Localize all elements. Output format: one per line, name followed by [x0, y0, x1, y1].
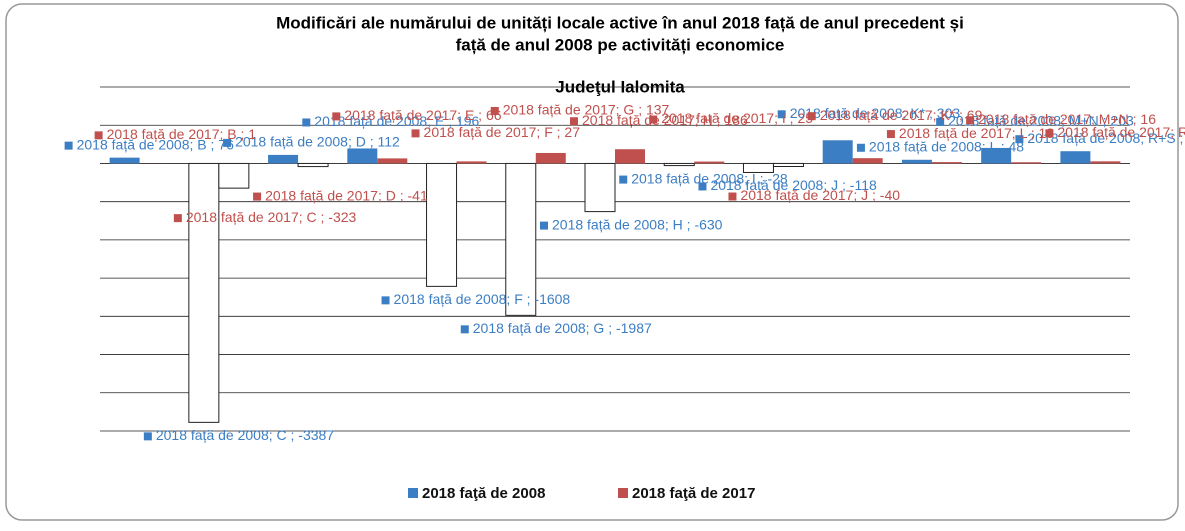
data-label: 2018 față de 2008; L ; 48 [869, 138, 1024, 154]
bar [189, 163, 219, 422]
legend-label: 2018 faţă de 2017 [632, 485, 755, 502]
legend-key [618, 488, 628, 498]
bar [773, 163, 803, 166]
label-key [857, 144, 865, 152]
bar [1090, 161, 1120, 163]
data-label: 2018 față de 2017; J ; -40 [740, 187, 900, 203]
bar [298, 163, 328, 166]
data-label: 2018 față de 2008; D ; 112 [235, 134, 400, 150]
chart-title: Modificări ale numărului de unități loca… [276, 13, 964, 32]
bar [823, 140, 853, 163]
data-label: 2018 față de 2017; D ; -41 [265, 187, 428, 203]
bar [427, 163, 457, 286]
label-key [808, 112, 816, 120]
label-key [174, 214, 182, 222]
bar [219, 163, 249, 188]
data-label: 2018 față de 2017; K* ; 69 [820, 107, 983, 123]
data-label: 2018 față de 2017; L ; 18 [899, 125, 1054, 141]
data-label: 2018 față de 2008; C ; -3387 [156, 427, 334, 443]
data-label: 2018 față de 2017; R+S ; 28 [1057, 124, 1185, 140]
data-label: 2018 față de 2017; I ; 25 [661, 110, 813, 126]
label-key [461, 325, 469, 333]
legend-key [408, 488, 418, 498]
data-label: 2018 față de 2008; F ; -1608 [394, 291, 571, 307]
label-key [728, 193, 736, 201]
label-key [1045, 129, 1053, 137]
label-key [382, 296, 390, 304]
data-label: 2018 față de 2017; E ; 66 [344, 107, 501, 123]
label-key [966, 116, 974, 124]
bar [110, 158, 140, 164]
bar [853, 158, 883, 163]
bar [536, 153, 566, 163]
bar [615, 149, 645, 163]
bar [377, 158, 407, 163]
bar [457, 161, 487, 163]
label-key [491, 107, 499, 115]
label-key [698, 182, 706, 190]
bar [694, 162, 724, 164]
bar [664, 163, 694, 165]
label-key [619, 176, 627, 184]
label-key [144, 432, 152, 440]
label-key [65, 142, 73, 150]
data-label: 2018 față de 2017; C ; -323 [186, 209, 357, 225]
label-key [302, 118, 310, 126]
label-key [570, 117, 578, 125]
label-key [253, 193, 261, 201]
data-label: 2018 față de 2008; G ; -1987 [473, 320, 652, 336]
bar [347, 148, 377, 163]
bar [902, 160, 932, 164]
bar [932, 162, 962, 163]
label-key [332, 112, 340, 120]
bar [268, 155, 298, 164]
label-key [540, 222, 548, 230]
bar [1060, 151, 1090, 163]
label-key [887, 130, 895, 138]
legend-label: 2018 faţă de 2008 [422, 485, 545, 502]
data-label: 2018 față de 2008; H ; -630 [552, 216, 723, 232]
label-key [649, 116, 657, 124]
label-key [412, 129, 420, 137]
data-label: 2018 față de 2017; F ; 27 [424, 124, 581, 140]
chart-title: față de anul 2008 pe activități economic… [456, 35, 785, 54]
data-label: 2018 față de 2017; B ; 1 [107, 126, 257, 142]
bar [585, 163, 615, 211]
label-key [95, 131, 103, 139]
bar [1011, 162, 1041, 163]
